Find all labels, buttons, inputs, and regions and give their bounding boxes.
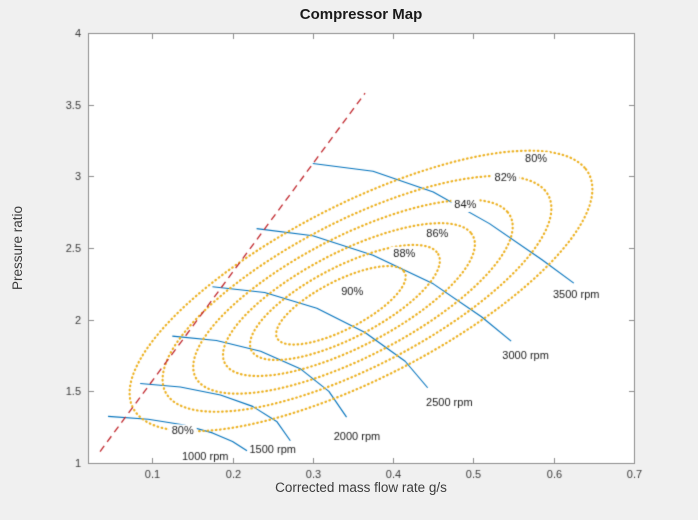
x-axis-label: Corrected mass flow rate g/s xyxy=(275,480,447,495)
y-axis-label: Pressure ratio xyxy=(10,205,25,291)
chart-title: Compressor Map xyxy=(299,6,423,23)
